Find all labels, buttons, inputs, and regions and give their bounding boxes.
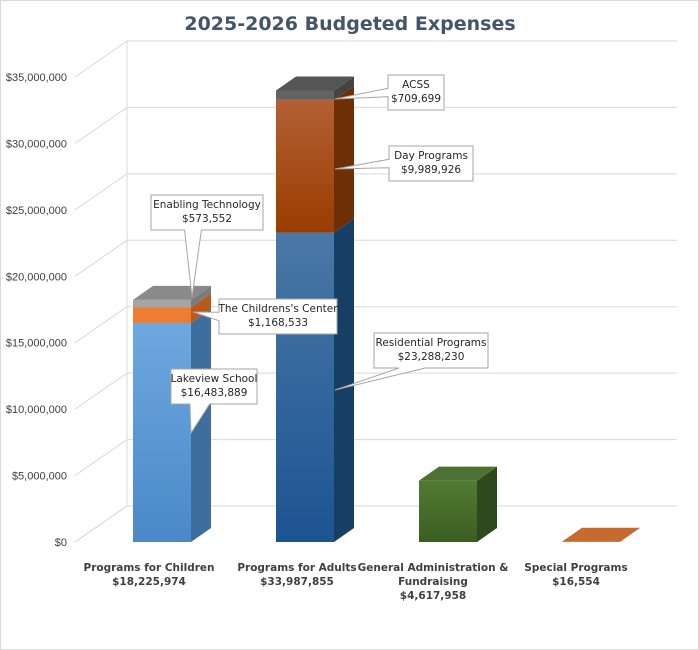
bar-segment	[276, 218, 354, 542]
bar-side	[191, 308, 211, 542]
gridline	[74, 239, 677, 277]
x-category-label: Programs for Adults $33,987,855	[237, 562, 356, 588]
bar-side	[334, 218, 354, 542]
callout-value: $23,288,230	[398, 351, 465, 363]
callout: ACSS $709,699	[334, 74, 445, 111]
bar-segment	[276, 85, 354, 233]
callout-box	[334, 145, 474, 182]
bar-front	[276, 232, 334, 542]
bar-side	[334, 85, 354, 233]
x-tick-label: Programs for Adults	[237, 562, 356, 574]
bar-front	[276, 90, 334, 100]
y-tick-label: $25,000,000	[6, 205, 67, 217]
bar-segment	[133, 308, 211, 542]
bar-side	[334, 76, 354, 100]
x-tick-label: Special Programs	[524, 562, 627, 574]
callout-value: $9,989,926	[401, 164, 461, 176]
bar-segment	[562, 527, 640, 542]
callout-label: Residential Programs	[376, 337, 487, 349]
x-category-label: Special Programs $16,554	[524, 562, 627, 588]
bar-side	[191, 285, 211, 308]
y-tick-label: $5,000,000	[12, 471, 67, 483]
x-tick-label: Programs for Children	[84, 562, 215, 574]
bar-segment	[276, 76, 354, 100]
callout: Enabling Technology $573,552	[150, 194, 264, 298]
callout-value: $709,699	[391, 93, 441, 105]
bar-front	[276, 99, 334, 233]
x-axis: Programs for Children$18,225,974Programs…	[84, 562, 628, 602]
y-axis: $0 $5,000,000 $10,000,000 $15,000,000 $20,00…	[6, 72, 67, 549]
bar-top	[419, 466, 497, 481]
y-tick-label: $0	[55, 537, 67, 549]
grid-layer	[74, 40, 677, 543]
bar-top	[276, 76, 354, 91]
callouts: Lakeview School $16,483,889 The Childrens'…	[150, 74, 489, 435]
floor-edge	[74, 505, 128, 543]
bar-side	[191, 293, 211, 323]
x-tick-label: General Administration &	[358, 562, 509, 574]
x-category-label: General Administration & Fundraising $4,61…	[358, 562, 509, 602]
bar-segment	[133, 285, 211, 308]
gridline	[74, 40, 677, 78]
chart-title: 2025-2026 Budgeted Expenses	[184, 13, 515, 35]
bar-segment	[419, 466, 497, 542]
callout-label: Day Programs	[394, 150, 468, 162]
callout: The Childrens's Center $1,168,533	[192, 298, 338, 335]
x-tick-label: $16,554	[552, 576, 600, 588]
bar-front	[133, 299, 191, 308]
callout-box	[334, 332, 489, 391]
bars	[133, 76, 640, 542]
callout-label: Lakeview School	[171, 373, 258, 385]
callout-box	[334, 74, 445, 111]
bar-segment	[133, 293, 211, 323]
y-tick-label: $30,000,000	[6, 138, 67, 150]
callout-value: $16,483,889	[181, 387, 248, 399]
callout-value: $1,168,533	[248, 317, 308, 329]
y-tick-label: $35,000,000	[6, 72, 67, 84]
y-tick-label: $15,000,000	[6, 338, 67, 350]
callout-value: $573,552	[182, 213, 232, 225]
callout-label: ACSS	[402, 79, 430, 91]
gridline	[74, 106, 677, 144]
bar-front	[133, 322, 191, 542]
bar-front	[419, 480, 477, 542]
callout: Residential Programs $23,288,230	[334, 332, 489, 391]
y-tick-label: $10,000,000	[6, 404, 67, 416]
callout-label: Enabling Technology	[153, 199, 261, 211]
callout-box	[170, 368, 258, 435]
callout-box	[192, 298, 338, 335]
x-tick-label: $33,987,855	[260, 576, 334, 588]
x-tick-label: $18,225,974	[112, 576, 186, 588]
bar-front	[133, 307, 191, 323]
callout: Day Programs $9,989,926	[334, 145, 474, 182]
y-tick-label: $20,000,000	[6, 271, 67, 283]
callout-box	[150, 194, 264, 298]
x-tick-label: $4,617,958	[400, 590, 466, 602]
bar-side	[620, 527, 640, 542]
callout: Lakeview School $16,483,889	[170, 368, 258, 435]
callout-label: The Childrens's Center	[217, 303, 338, 315]
x-category-label: Programs for Children $18,225,974	[84, 562, 215, 588]
x-tick-label: Fundraising	[398, 576, 468, 588]
bar-side	[477, 466, 497, 542]
bar-top	[562, 527, 640, 542]
